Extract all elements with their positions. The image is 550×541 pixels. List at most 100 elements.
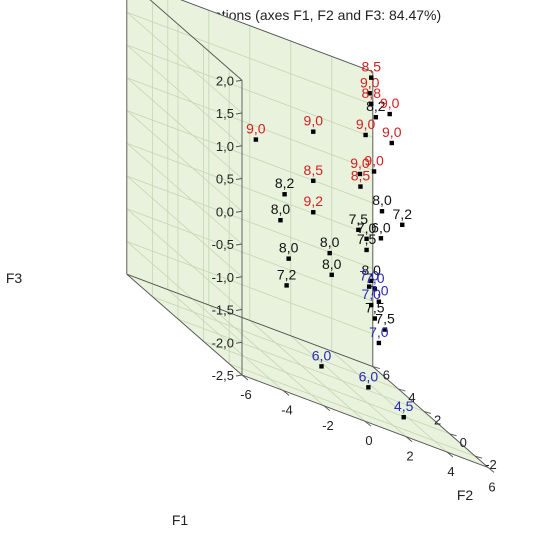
grid-line [331,350,448,453]
data-point-marker [356,227,361,233]
f1-tick-mark [446,451,454,458]
data-point: 9,2 [304,193,324,215]
data-point-marker [382,327,388,332]
f3-tick-mark [235,145,243,148]
data-point-label: 7,5 [349,211,369,227]
grid-line [208,304,325,407]
f1-tick-mark [323,405,331,412]
grid-line [126,241,243,343]
data-point-marker [372,316,377,321]
data-point: 6,0 [312,347,332,369]
data-point-label: 7,0 [361,286,381,302]
data-point-label: 7,5 [357,231,377,247]
grid-line [290,335,407,437]
grid-line [229,363,476,457]
axis-edge [372,366,489,468]
data-point-marker [400,222,405,228]
data-point-label: 8,8 [362,85,382,101]
data-point-marker [367,91,372,96]
data-point: 7,0 [359,268,379,289]
data-point-marker [369,302,374,308]
f1-axis-label: F1 [172,512,189,528]
data-point: 4,5 [394,398,414,420]
f2-axis-ticks: -2 0 2 4 6 [372,366,497,472]
data-point-marker [329,272,334,278]
data-point-marker [253,137,259,142]
f2-tick-label: 4 [408,390,415,405]
data-point-label: 7,2 [277,266,297,282]
data-point: 7,0 [369,324,389,346]
axis-edge [180,0,373,73]
data-point: 8,5 [362,59,381,80]
f1-tick-label: 6 [488,479,495,494]
f2-tick-mark [398,388,406,392]
chart-title: Observations (axes F1, F2 and F3: 84.47%… [169,7,441,23]
f2-tick-mark [475,455,483,459]
data-point: 8,0 [372,192,392,214]
data-point-label: 6,0 [359,368,379,384]
data-point-marker [357,171,363,177]
f1-tick-mark [487,467,495,473]
f1-tick-label: -4 [281,402,293,417]
data-point-label: 8,0 [320,234,340,250]
data-point-marker [282,192,287,197]
f1-tick-mark [405,436,413,442]
data-point-marker [358,184,363,189]
data-point-label: 6,0 [312,347,332,363]
data-point-label: 4,5 [394,398,414,414]
data-point: 9,0 [364,152,384,174]
f3-tick-mark [235,210,243,213]
data-point: 8,0 [322,256,342,278]
data-point-label: 7,0 [359,268,379,284]
data-point: 9,0 [382,124,402,146]
data-point: 8,8 [362,85,382,107]
data-point-marker [364,236,369,241]
grid-line [126,208,243,310]
data-point: 7,2 [393,206,412,228]
data-point-label: 9,0 [360,74,380,90]
f3-tick-label: -1,0 [212,270,234,285]
data-point: 9,0 [380,95,400,117]
data-point: 8,0 [271,201,290,223]
data-point-label: 9,0 [356,116,376,132]
data-point: 8,0 [279,240,299,261]
f2-tick-label: 0 [460,435,467,450]
f1-tick-mark [241,374,249,381]
data-point-label: 7,0 [369,324,389,340]
grid-line [203,341,450,435]
data-point-marker [379,209,385,214]
data-point-label: 8,0 [279,240,299,256]
data-point-marker [369,101,374,107]
f3-tick-mark [235,276,243,279]
grid-line [126,142,243,245]
f2-tick-label: 6 [383,368,390,383]
data-point-label: 9,0 [304,113,324,129]
grid-line [167,289,284,391]
data-point-label: 8,0 [361,262,381,278]
data-point: 7,0 [357,220,377,241]
data-point-label: 9,0 [350,155,370,171]
data-point-marker [286,256,291,261]
f1-tick-mark [282,390,290,396]
data-point-label: 8,2 [275,175,295,191]
data-point: 8,0 [361,262,381,284]
f3-tick-mark [235,112,243,115]
data-point-label: 8,5 [304,162,324,178]
data-point-label: 9,2 [304,193,324,209]
f3-tick-mark [235,374,243,377]
data-point-marker [376,340,382,346]
data-point-marker [373,115,379,120]
data-point-marker [369,278,374,284]
data-point: 9,0 [304,113,324,134]
data-point-label: 9,0 [380,95,400,111]
data-point-marker [278,218,283,223]
data-point: 9,0 [356,116,376,138]
data-point-marker [363,132,368,138]
f3-tick-label: -2,5 [212,368,234,383]
f3-tick-mark [235,178,243,180]
data-point: 7,0 [369,283,389,304]
data-point-marker [389,140,394,146]
data-point-label: 8,0 [322,256,342,272]
f1-tick-mark [364,420,372,427]
f1-axis-ticks: -6 -4 -2 0 2 4 6 [240,374,496,494]
